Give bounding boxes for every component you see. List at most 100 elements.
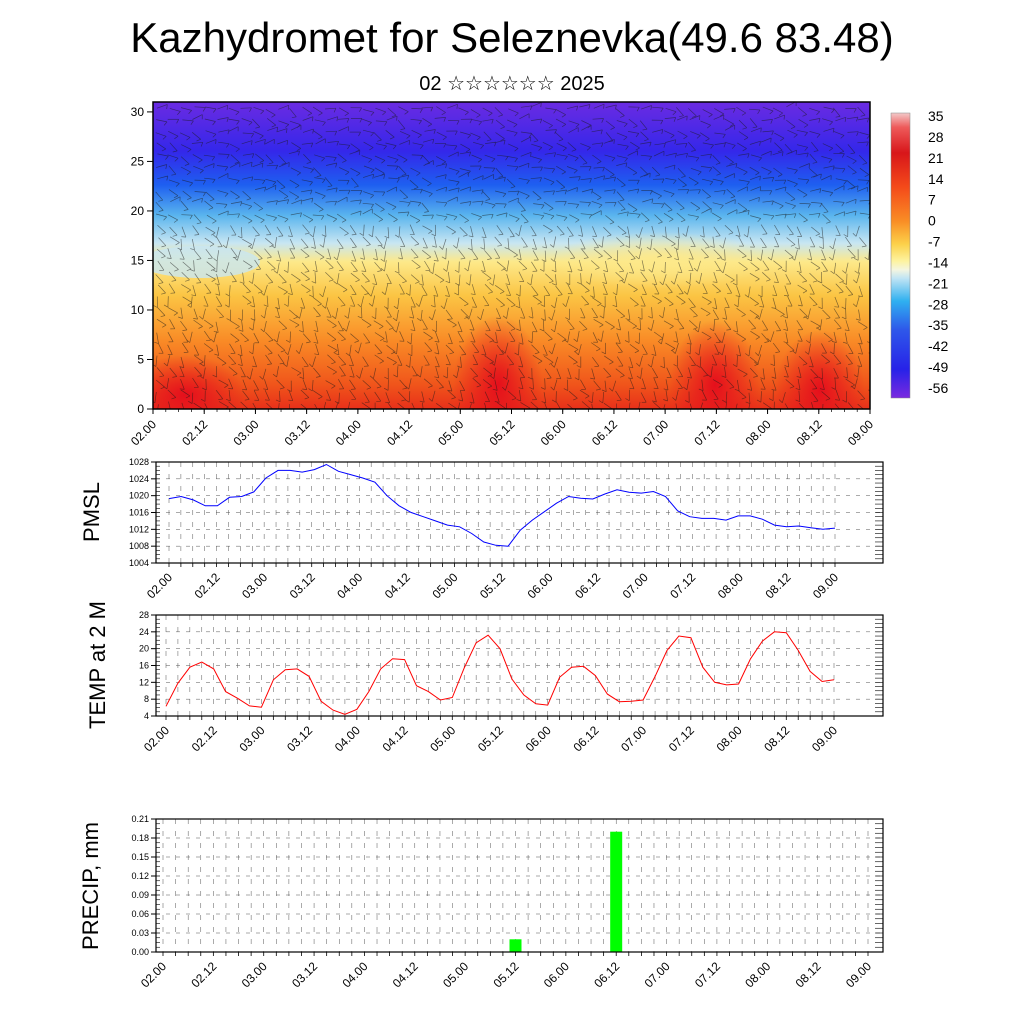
wind-barb [725, 199, 736, 205]
wind-barb [327, 344, 338, 351]
wind-barb [750, 249, 752, 261]
wind-barb [169, 142, 178, 152]
wind-barb [230, 247, 238, 258]
wind-barb [215, 321, 219, 333]
wind-barb [724, 173, 735, 179]
heatmap-xtick-label: 07.12 [691, 417, 722, 448]
wind-barb [748, 402, 751, 409]
wind-barb-flag [356, 375, 360, 379]
wind-barb [673, 273, 678, 285]
wind-barb-flag [836, 363, 841, 365]
wind-barb-flag [650, 105, 652, 111]
wind-barb-flag [795, 247, 800, 250]
wind-barb [410, 118, 422, 121]
wind-barb-flag [454, 411, 457, 414]
xtick-label: 06.00 [525, 570, 556, 601]
wind-barb-flag [796, 270, 802, 274]
wind-barb-flag [393, 305, 398, 310]
wind-barb-flag [792, 205, 796, 210]
wind-barb-flag [419, 400, 425, 403]
wind-barb-flag [732, 364, 738, 368]
wind-barb [410, 333, 413, 345]
wind-barb-flag [279, 363, 285, 365]
wind-barb-flag [410, 329, 416, 332]
wind-barb-flag [843, 180, 847, 185]
wind-barb [676, 107, 684, 116]
wind-barb [362, 380, 372, 388]
colorbar-label: 7 [928, 192, 936, 208]
wind-barb-flag [706, 124, 711, 129]
wind-barb [456, 237, 460, 249]
wind-barb-flag [576, 365, 581, 368]
wind-barb [350, 261, 358, 272]
wind-barb [386, 273, 392, 284]
wind-barb [277, 214, 289, 220]
wind-barb [518, 249, 522, 261]
wind-barb [397, 211, 410, 214]
wind-barb [445, 344, 455, 353]
wind-barb-flag [464, 316, 469, 319]
wind-barb [387, 155, 399, 160]
wind-barb-flag [546, 377, 552, 379]
wind-barb [263, 284, 268, 296]
wind-barb-flag [754, 361, 758, 366]
wind-barb-flag [473, 258, 478, 260]
wind-barb [544, 152, 556, 155]
wind-barb-flag [279, 387, 285, 390]
wind-barb [639, 120, 648, 130]
wind-barb [399, 189, 409, 198]
wind-barb-flag [609, 361, 614, 365]
wind-barb [615, 342, 623, 353]
wind-barb [772, 107, 783, 114]
wind-barb-flag [841, 316, 847, 320]
wind-barb-flag [368, 234, 373, 238]
wind-barb-flag [818, 213, 821, 218]
wind-barb [651, 356, 654, 368]
wind-barb [617, 319, 621, 331]
wind-barb-flag [583, 257, 589, 259]
wind-barb [835, 225, 841, 236]
wind-barb [167, 248, 172, 259]
wind-barb [809, 212, 821, 216]
wind-barb [749, 379, 753, 391]
wind-barb-flag [469, 329, 475, 331]
wind-barb [193, 249, 202, 259]
wind-barb [241, 309, 244, 321]
wind-barb-flag [447, 318, 453, 320]
wind-barb [702, 226, 705, 238]
wind-barb [384, 250, 387, 262]
wind-barb [508, 227, 515, 237]
wind-barb-flag [667, 209, 673, 212]
wind-barb [229, 285, 231, 297]
wind-barb-flag [639, 269, 645, 272]
wind-barb-flag [757, 257, 762, 261]
wind-barb-flag [445, 280, 450, 284]
wind-barb [410, 274, 420, 283]
wind-barb-flag [777, 267, 783, 270]
wind-barb [397, 355, 403, 366]
wind-barb-flag [335, 187, 338, 193]
wind-barb-flag [285, 339, 291, 343]
wind-barb-flag [589, 413, 593, 415]
wind-barb [750, 215, 761, 219]
wind-barb-flag [212, 234, 217, 238]
wind-barb [313, 167, 322, 176]
wind-barb-flag [755, 336, 760, 340]
wind-barb [470, 367, 479, 377]
wind-barb [495, 391, 500, 403]
wind-barb-flag [445, 364, 451, 366]
wind-barb-flag [564, 246, 570, 250]
wind-barb-flag [291, 116, 297, 119]
wind-barb [338, 143, 350, 146]
wind-barb-flag [371, 316, 376, 320]
wind-barb [300, 297, 306, 309]
wind-barb-flag [860, 114, 866, 117]
wind-barb-flag [165, 164, 168, 169]
wind-barb [641, 260, 645, 272]
wind-barb [325, 130, 337, 133]
wind-barb [689, 272, 692, 284]
wind-barb-flag [394, 270, 400, 274]
wind-barb [339, 366, 346, 376]
wind-barb [568, 261, 573, 273]
wind-barb-flag [563, 339, 568, 343]
